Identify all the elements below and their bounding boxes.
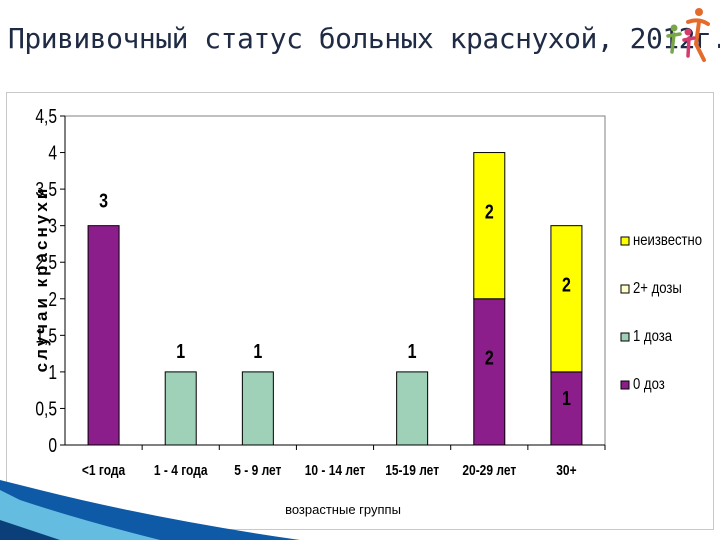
- data-label: 2: [562, 274, 571, 296]
- legend-swatch: [620, 236, 630, 246]
- y-tick-label: 1: [48, 361, 57, 383]
- x-tick-label: 5 - 9 лет: [234, 462, 281, 479]
- x-axis-label: возрастные группы: [285, 502, 401, 517]
- bar-segment: [473, 152, 506, 300]
- y-tick-label: 2,5: [35, 251, 57, 273]
- bar-segment: [241, 371, 274, 446]
- corner-decoration-icon: [0, 480, 300, 540]
- people-logo-icon: [666, 8, 710, 62]
- legend-entry: 1 доза: [633, 328, 673, 345]
- legend-entry: 0 доз: [633, 376, 665, 393]
- x-tick-label: 15-19 лет: [385, 462, 439, 479]
- data-label: 1: [562, 387, 571, 409]
- bar-segment: [473, 298, 506, 446]
- x-tick-label: 1 - 4 года: [154, 462, 208, 479]
- x-tick-label: 10 - 14 лет: [305, 462, 366, 479]
- stacked-bar-chart: 0 0,5 1 1,5 2 2,5 3 3,5 4 4,5 <1 года 1 - 4 года 5 -…: [32, 105, 702, 517]
- slide-title: Прививочный статус больных краснухой, 20…: [8, 22, 720, 55]
- y-tick-label: 0: [48, 434, 57, 456]
- y-axis-label: случаи краснухи: [32, 186, 51, 373]
- data-label: 2: [485, 347, 494, 369]
- bar-segment: [164, 371, 197, 446]
- y-tick-label: 1,5: [35, 324, 57, 346]
- x-tick-label: 20-29 лет: [462, 462, 516, 479]
- chart-container: 0 0,5 1 1,5 2 2,5 3 3,5 4 4,5 <1 года 1 - 4 года 5 -…: [6, 92, 714, 530]
- plot-area: [64, 115, 606, 446]
- x-tick-label: 30+: [556, 462, 576, 479]
- data-label: 1: [408, 340, 417, 362]
- data-label: 3: [99, 190, 108, 212]
- data-label: 2: [485, 201, 494, 223]
- data-label: 1: [176, 340, 185, 362]
- x-tick-label: <1 года: [82, 462, 126, 479]
- bar-segment: [87, 225, 120, 446]
- y-tick-label: 4,5: [35, 105, 57, 127]
- legend-entry: 2+ дозы: [633, 280, 682, 297]
- y-tick-label: 3,5: [35, 178, 57, 200]
- bar-segment: [396, 371, 429, 446]
- y-tick-label: 2: [48, 288, 57, 310]
- y-tick-label: 3: [48, 215, 57, 237]
- legend-entry: неизвестно: [633, 232, 702, 249]
- legend-swatch: [620, 332, 630, 342]
- data-label: 1: [253, 340, 262, 362]
- legend-swatch: [620, 284, 630, 294]
- y-tick-label: 4: [48, 142, 57, 164]
- y-tick-label: 0,5: [35, 398, 57, 420]
- bar-segment: [550, 225, 583, 373]
- legend-swatch: [620, 380, 630, 390]
